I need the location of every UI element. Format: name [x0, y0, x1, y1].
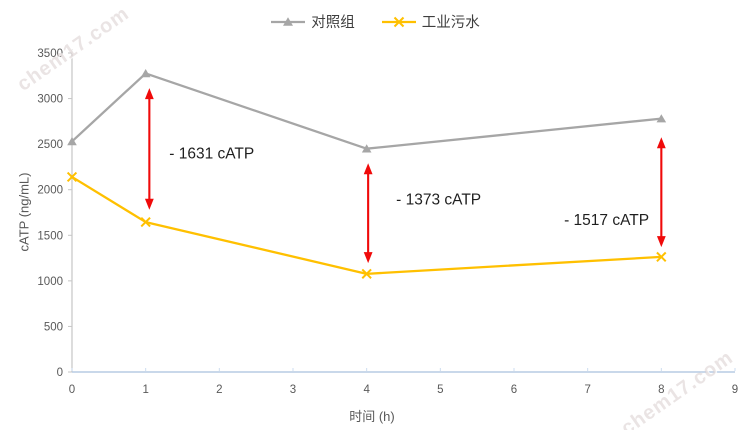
y-tick-label: 1500	[37, 230, 63, 242]
arrowhead-up-icon	[656, 137, 666, 149]
y-axis-title: cATP (ng/mL)	[16, 172, 32, 252]
data-point-triangle	[67, 137, 77, 146]
data-point-x	[361, 268, 372, 279]
data-point-triangle	[140, 69, 151, 78]
x-tick-label: 6	[511, 384, 517, 396]
y-tick-label: 3000	[37, 94, 63, 106]
legend-label-control-group: 对照组	[311, 15, 355, 31]
arrowhead-up-icon	[363, 163, 373, 175]
arrowhead-down-icon	[144, 198, 154, 210]
x-tick-label: 2	[216, 384, 222, 396]
y-tick-label: 2000	[37, 185, 63, 197]
data-point-triangle	[361, 144, 372, 153]
legend: 对照组 工业污水	[0, 11, 750, 32]
arrowhead-down-icon	[363, 252, 373, 264]
legend-line-triangle-icon	[271, 16, 306, 26]
difference-annotation-label: - 1517 cATP	[564, 212, 649, 229]
legend-line-x-icon	[381, 16, 416, 27]
difference-annotation-label: - 1631 cATP	[169, 145, 254, 162]
data-point-triangle	[656, 114, 667, 123]
y-tick-label: 3500	[37, 48, 63, 60]
x-tick-label: 0	[69, 384, 75, 396]
difference-annotation-label: - 1373 cATP	[396, 191, 481, 208]
y-tick-label: 1000	[37, 276, 63, 288]
y-tick-label: 2500	[37, 139, 63, 151]
x-tick-label: 7	[584, 384, 590, 396]
data-point-x	[140, 216, 151, 228]
x-tick-label: 1	[142, 384, 148, 396]
y-tick-label: 0	[57, 367, 63, 379]
series-line-工业污水	[71, 175, 662, 275]
x-tick-label: 9	[732, 384, 738, 396]
x-tick-label: 8	[658, 384, 664, 396]
legend-label-wastewater: 工业污水	[421, 15, 480, 31]
arrowhead-down-icon	[656, 236, 666, 248]
arrowhead-up-icon	[144, 88, 154, 100]
x-tick-label: 4	[363, 384, 370, 396]
data-point-x	[656, 251, 667, 262]
x-axis-title: 时间 (h)	[349, 409, 395, 424]
x-tick-label: 5	[437, 384, 443, 396]
series-line-对照组	[71, 72, 662, 150]
x-tick-label: 3	[290, 384, 296, 396]
data-point-x	[66, 171, 78, 183]
legend-item-wastewater: 工业污水	[381, 11, 480, 32]
y-tick-label: 500	[44, 321, 63, 333]
legend-item-control-group: 对照组	[270, 11, 355, 32]
